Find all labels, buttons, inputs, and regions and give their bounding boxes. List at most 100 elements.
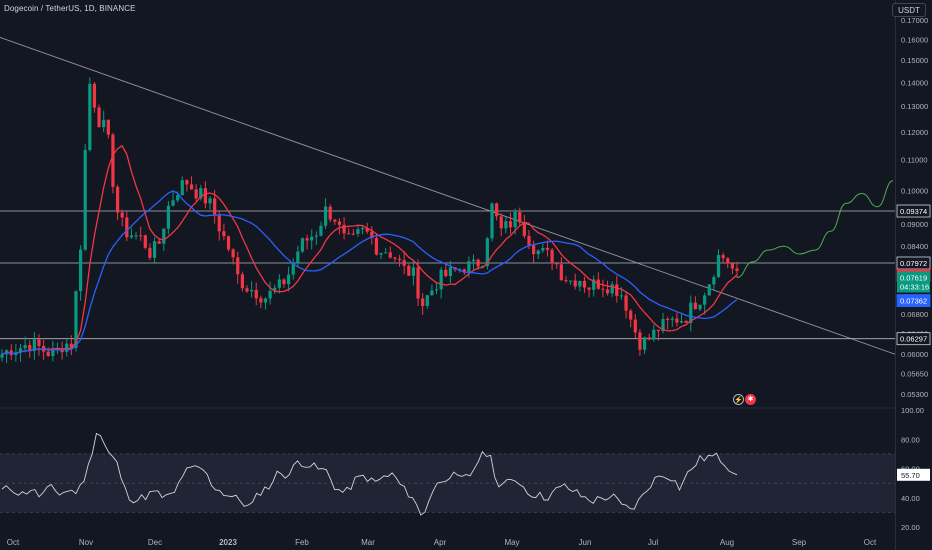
candle-body [716,255,721,278]
time-tick-3: 2023 [219,538,237,547]
candle-body [721,255,725,259]
candle-body [610,284,614,294]
candle-body [559,264,563,281]
candle-body [370,231,374,239]
currency-button[interactable]: USDT [892,3,926,17]
candle-body [213,198,217,215]
candle-body [638,332,642,350]
candle-body [115,186,120,213]
candle-body [259,298,263,303]
time-tick-4: Feb [295,538,309,547]
price-tag: 0.07619 [900,274,927,283]
candle-body [231,249,235,258]
candle-body [236,257,240,275]
trendline [0,37,896,355]
candle-body [365,228,369,232]
time-tick-0: Oct [7,538,20,547]
candle-body [203,188,208,204]
candle-body [573,280,577,287]
candle-body [601,288,605,290]
price-tick-2: 0.15000 [901,56,928,65]
candle-body [217,214,221,232]
candle-body [323,206,328,226]
candle-body [675,318,679,323]
price-tick-0: 0.17000 [901,16,928,25]
price-axis: 0.17000 0.16000 0.15000 0.14000 0.13000 0.120… [901,16,928,399]
candle-body [504,221,508,229]
price-tick-14: 0.05300 [901,390,928,399]
candle-body [300,238,305,252]
candle-body [120,212,124,218]
time-tick-5: Mar [361,538,375,547]
candle-body [730,263,734,269]
candle-body [134,235,138,237]
candles-layer [0,77,739,364]
candle-body [490,203,494,239]
rsi-value-box [897,468,930,481]
candle-body [78,249,83,292]
candle-body [166,205,171,229]
projection-path [736,180,894,278]
candle-body [65,343,69,353]
rsi-line [1,432,738,516]
candle-body [129,235,134,238]
candle-body [527,235,531,246]
candle-body [578,280,582,287]
candle-body [356,229,360,234]
price-tick-4: 0.13000 [901,102,928,111]
candle-body [291,263,295,275]
candle-body [14,352,18,356]
candle-body [250,289,254,292]
candle-body [92,83,97,108]
price-tick-7: 0.10000 [901,186,928,195]
price-tick-5: 0.12000 [901,128,928,137]
candle-body [541,247,545,251]
level-tag-1-box [896,256,931,270]
candle-body [199,188,203,199]
candle-body [176,195,180,201]
candle-body [157,241,161,244]
candle-body [74,291,78,348]
price-tick-6: 0.11000 [901,156,928,165]
candle-body [185,180,189,185]
candle-body [286,274,291,285]
candle-body [481,266,485,268]
candle-body [125,217,129,238]
candle-body [531,245,536,255]
candle-body [448,267,453,277]
candle-body [712,277,716,285]
time-tick-10: Aug [720,538,734,547]
candle-body [277,279,281,288]
candle-body [18,348,23,353]
us-flag-icon[interactable]: ✱ [745,394,756,405]
candle-body [296,251,300,264]
candle-body [0,354,4,358]
candle-body [273,287,277,291]
candle-body [684,321,688,323]
candle-body [222,231,226,237]
candle-body [582,280,587,288]
candle-body [226,236,231,250]
candle-body [689,302,693,323]
rsi-tick-3: 40.00 [901,494,920,503]
levels-layer [0,0,896,550]
time-tick-8: Jun [579,538,592,547]
candle-body [97,107,101,128]
candle-body [337,221,342,225]
candle-body [46,351,50,357]
rsi-tick-4: 20.00 [901,523,920,532]
candle-body [513,212,517,228]
candle-body [439,269,443,290]
candle-body [319,225,323,236]
rsi-tick-1: 80.00 [901,435,920,444]
candle-body [726,258,730,264]
candle-body [282,279,286,285]
candle-body [522,222,526,236]
lightning-icon[interactable]: ⚡ [733,394,744,405]
candle-body [28,345,32,351]
candle-body [162,228,166,244]
candle-body [111,134,115,187]
candle-body [693,302,698,310]
candle-body [508,221,513,228]
